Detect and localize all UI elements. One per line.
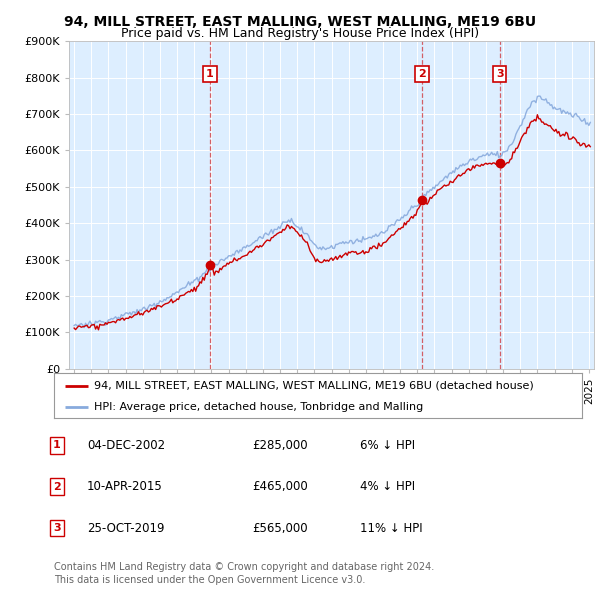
Text: £565,000: £565,000 [252, 522, 308, 535]
Text: 4% ↓ HPI: 4% ↓ HPI [360, 480, 415, 493]
Text: 04-DEC-2002: 04-DEC-2002 [87, 439, 165, 452]
Text: 2: 2 [53, 482, 61, 491]
Text: 11% ↓ HPI: 11% ↓ HPI [360, 522, 422, 535]
Text: 6% ↓ HPI: 6% ↓ HPI [360, 439, 415, 452]
Text: 10-APR-2015: 10-APR-2015 [87, 480, 163, 493]
Text: 3: 3 [53, 523, 61, 533]
Text: Price paid vs. HM Land Registry's House Price Index (HPI): Price paid vs. HM Land Registry's House … [121, 27, 479, 40]
Text: 2: 2 [418, 69, 426, 79]
Text: This data is licensed under the Open Government Licence v3.0.: This data is licensed under the Open Gov… [54, 575, 365, 585]
Text: 94, MILL STREET, EAST MALLING, WEST MALLING, ME19 6BU (detached house): 94, MILL STREET, EAST MALLING, WEST MALL… [94, 381, 533, 391]
Text: 3: 3 [496, 69, 503, 79]
Text: 94, MILL STREET, EAST MALLING, WEST MALLING, ME19 6BU: 94, MILL STREET, EAST MALLING, WEST MALL… [64, 15, 536, 29]
Text: 1: 1 [53, 441, 61, 450]
Text: HPI: Average price, detached house, Tonbridge and Malling: HPI: Average price, detached house, Tonb… [94, 402, 423, 412]
Text: £465,000: £465,000 [252, 480, 308, 493]
Text: 25-OCT-2019: 25-OCT-2019 [87, 522, 164, 535]
Text: 1: 1 [206, 69, 214, 79]
Text: Contains HM Land Registry data © Crown copyright and database right 2024.: Contains HM Land Registry data © Crown c… [54, 562, 434, 572]
Text: £285,000: £285,000 [252, 439, 308, 452]
